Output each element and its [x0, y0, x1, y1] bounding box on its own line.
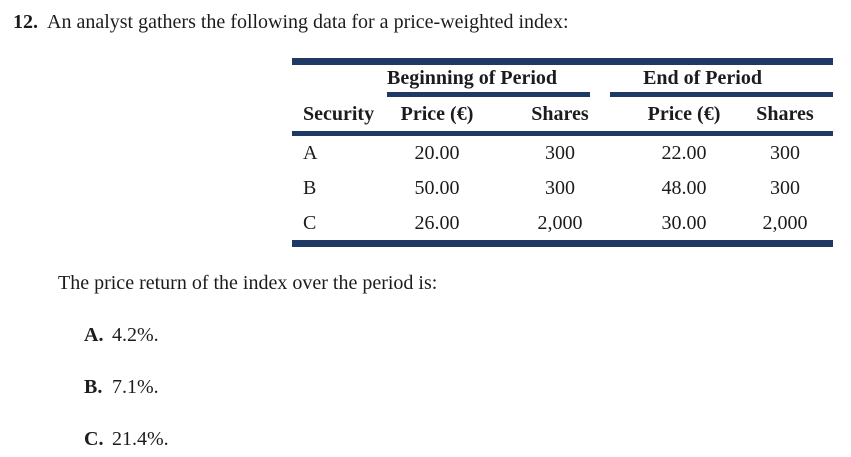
cell-end-shares: 2,000 [762, 211, 808, 234]
cell-end-price: 48.00 [661, 177, 707, 199]
colgroup-header-beginning-label: Beginning of Period [387, 65, 591, 97]
group-header-spacer [292, 62, 387, 98]
question-stem: The price return of the index over the p… [58, 272, 438, 294]
option-text: 21.4%. [112, 428, 169, 450]
cell-security: B [303, 177, 317, 199]
colgroup-header-end: End of Period [597, 62, 834, 97]
question-text: An analyst gathers the following data fo… [47, 11, 569, 33]
cell-begin-shares: 300 [545, 177, 575, 199]
option-text: 4.2%. [112, 324, 159, 346]
question-number: 12. [13, 11, 38, 33]
col-header-begin-price: Price (€) [387, 97, 487, 136]
column-group-header-row: Beginning of Period End of Period [292, 62, 834, 98]
cell-begin-shares: 2,000 [537, 211, 583, 234]
table-row-security-c: C 26.00 2,000 30.00 2,000 [292, 206, 833, 244]
colgroup-header-beginning: Beginning of Period [387, 62, 597, 97]
column-header-row: Security Price (€) Shares Price (€) Shar… [292, 97, 834, 136]
table-row-security-b: B 50.00 300 48.00 300 [292, 171, 833, 206]
cell-end-price: 30.00 [661, 211, 707, 234]
answer-option-a: A. 4.2%. [84, 324, 159, 347]
table-row-security-a: A 20.00 300 22.00 300 [292, 134, 833, 172]
cell-end-shares: 300 [770, 142, 801, 164]
option-text: 7.1%. [112, 376, 159, 398]
cell-begin-price: 26.00 [414, 211, 460, 234]
cell-security: C [303, 211, 317, 234]
option-letter: B. [84, 376, 103, 398]
col-header-end-shares: Shares [725, 97, 834, 136]
colgroup-header-end-label: End of Period [610, 65, 834, 97]
option-letter: A. [84, 324, 104, 346]
question-heading: 12. An analyst gathers the following dat… [13, 10, 569, 34]
cell-begin-price: 20.00 [414, 142, 460, 164]
cell-begin-price: 50.00 [414, 177, 460, 199]
cell-end-price: 22.00 [661, 142, 707, 164]
col-header-security: Security [292, 97, 387, 136]
cell-security: A [303, 142, 318, 164]
cell-end-shares: 300 [770, 177, 801, 199]
option-letter: C. [84, 428, 104, 450]
answer-option-c: C. 21.4%. [84, 428, 169, 451]
price-weighted-index-table: Beginning of Period End of Period Securi… [292, 58, 834, 247]
col-header-begin-shares: Shares [487, 97, 598, 136]
answer-option-b: B. 7.1%. [84, 376, 159, 399]
col-header-end-price: Price (€) [597, 97, 726, 136]
cell-begin-shares: 300 [545, 142, 575, 164]
